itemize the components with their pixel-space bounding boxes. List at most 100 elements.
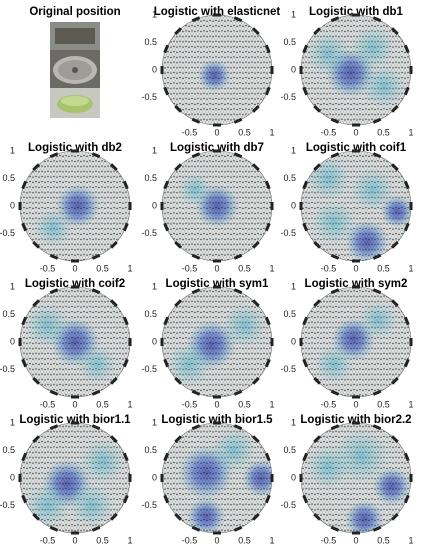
electrode	[352, 123, 360, 127]
y-tick-label: 1	[152, 417, 157, 427]
electrode	[233, 16, 243, 23]
electrode	[18, 202, 22, 210]
electrode	[330, 152, 340, 159]
electrode	[391, 513, 399, 521]
y-tick-label: 0	[291, 64, 296, 74]
electrode	[372, 16, 382, 23]
electrode	[252, 299, 260, 307]
electrode	[163, 316, 170, 326]
electrode	[252, 377, 260, 385]
electrode	[213, 285, 221, 289]
mesh-plot	[18, 285, 132, 399]
y-tick-label: 0	[291, 472, 296, 482]
electrode	[313, 105, 321, 113]
electrode	[233, 288, 243, 295]
x-tick-label: 0.5	[238, 263, 251, 273]
electrode	[299, 474, 303, 482]
electrode	[110, 299, 118, 307]
electrode	[21, 494, 28, 504]
electrode	[18, 338, 22, 346]
y-tick-label: -0.5	[280, 364, 296, 374]
electrode	[122, 316, 129, 326]
y-tick-label: -0.5	[0, 228, 15, 238]
electrode	[122, 452, 129, 462]
electrode	[160, 338, 164, 346]
electrode	[270, 474, 274, 482]
x-tick-label: -0.5	[40, 399, 56, 409]
panel-title: Logistic with sym1	[166, 278, 269, 290]
y-tick-label: 0.5	[2, 309, 15, 319]
mesh-plot	[18, 149, 132, 263]
y-tick-label: 1	[10, 145, 15, 155]
x-tick-label: 1	[269, 127, 274, 137]
mesh-overlay	[162, 151, 272, 261]
electrode	[191, 253, 201, 260]
electrode	[313, 27, 321, 35]
electrode	[264, 44, 271, 54]
panel-title: Logistic with bior2.2	[300, 414, 411, 426]
x-tick-label: 0	[72, 399, 77, 409]
y-tick-label: 1	[10, 281, 15, 291]
electrode	[252, 435, 260, 443]
electrode	[21, 180, 28, 190]
electrode	[352, 421, 360, 425]
mesh-plot	[299, 13, 413, 127]
x-tick-label: -0.5	[321, 535, 337, 545]
y-tick-label: 0	[291, 200, 296, 210]
y-tick-label: -0.5	[141, 364, 157, 374]
electrode	[49, 424, 59, 431]
y-tick-label: 1	[291, 417, 296, 427]
x-tick-label: 0	[353, 127, 358, 137]
y-tick-label: 0	[10, 336, 15, 346]
y-tick-label: -0.5	[141, 228, 157, 238]
electrode	[91, 152, 101, 159]
x-tick-label: -0.5	[182, 127, 198, 137]
y-tick-label: 1	[10, 417, 15, 427]
mesh-plot	[160, 285, 274, 399]
electrode	[391, 377, 399, 385]
panel-title: Logistic with coif1	[306, 142, 407, 154]
electrode	[403, 316, 410, 326]
panel-title: Logistic with elasticnet	[154, 6, 281, 18]
x-tick-label: 1	[408, 399, 413, 409]
electrode	[403, 358, 410, 368]
electrode	[270, 202, 274, 210]
y-tick-label: 1	[152, 281, 157, 291]
mesh-overlay	[162, 287, 272, 397]
electrode	[233, 117, 243, 124]
electrode	[264, 180, 271, 190]
electrode	[391, 299, 399, 307]
electrode	[403, 44, 410, 54]
electrode	[191, 389, 201, 396]
y-tick-label: -0.5	[280, 500, 296, 510]
x-tick-label: 1	[269, 535, 274, 545]
electrode	[213, 531, 221, 535]
electrode	[391, 27, 399, 35]
electrode	[128, 338, 132, 346]
panel-title: Logistic with db7	[170, 142, 264, 154]
mesh-plot	[160, 421, 274, 535]
electrode	[352, 285, 360, 289]
electrode	[372, 253, 382, 260]
electrode	[32, 513, 40, 521]
x-tick-label: -0.5	[321, 399, 337, 409]
electrode	[49, 253, 59, 260]
electrode	[49, 525, 59, 532]
electrode	[122, 222, 129, 232]
mesh-plot	[299, 285, 413, 399]
electrode	[372, 389, 382, 396]
electrode	[128, 474, 132, 482]
electrode	[302, 86, 309, 96]
x-tick-label: 0.5	[96, 263, 109, 273]
electrode	[403, 180, 410, 190]
electrode	[21, 358, 28, 368]
electrode	[403, 222, 410, 232]
electrode	[128, 202, 132, 210]
electrode	[160, 474, 164, 482]
electrode	[252, 105, 260, 113]
electrode	[252, 241, 260, 249]
electrode	[32, 241, 40, 249]
panel-title: Original position	[29, 6, 120, 18]
electrode	[18, 474, 22, 482]
electrode	[122, 494, 129, 504]
